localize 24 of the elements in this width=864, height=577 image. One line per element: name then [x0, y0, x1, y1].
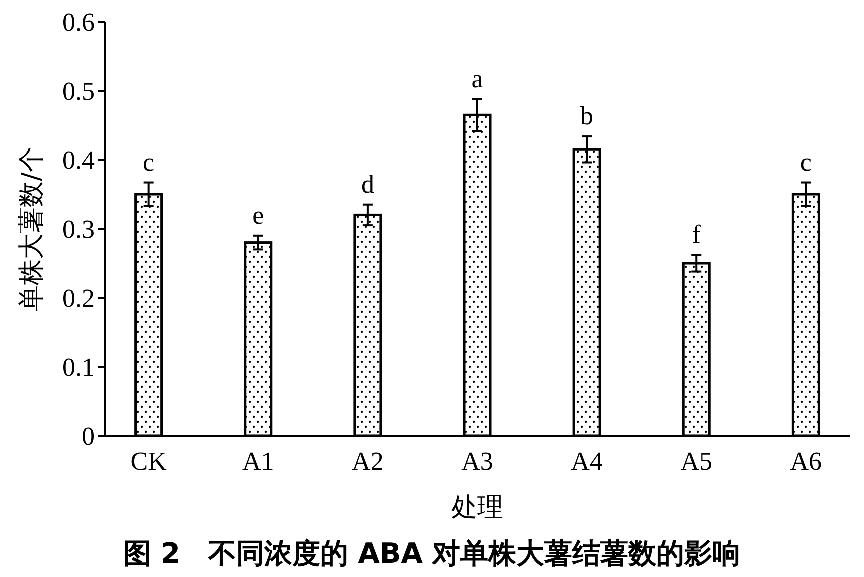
y-tick-label: 0.1: [62, 353, 95, 382]
annotation: b: [580, 102, 594, 131]
y-tick-label: 0.3: [62, 215, 95, 244]
y-axis-title: 单株大薯数/个: [17, 146, 47, 312]
annotation: e: [252, 200, 264, 230]
annotation: c: [143, 148, 155, 177]
text: 图 2 不同浓度的 ABA 对单株大薯结薯数的影响: [123, 537, 741, 570]
x-tick-label: A6: [790, 447, 822, 476]
annotation: a: [472, 64, 484, 94]
annotation: d: [361, 170, 374, 199]
annotation: c: [800, 148, 812, 177]
x-tick-label: A5: [680, 447, 713, 476]
x-tick-label: A4: [571, 447, 603, 476]
x-axis-title: 处理: [452, 493, 504, 523]
annotation: f: [692, 220, 702, 250]
y-tick-label: 0.4: [62, 146, 95, 176]
y-tick-label: 0: [82, 422, 95, 452]
y-tick-label: 0.6: [62, 8, 95, 38]
y-tick-label: 0.5: [62, 77, 95, 106]
x-tick-label: A3: [462, 447, 494, 476]
x-tick-label: A1: [242, 447, 274, 476]
x-tick-label: A2: [352, 447, 384, 476]
x-tick-label: CK: [130, 447, 168, 476]
y-tick-label: 0.2: [62, 284, 95, 314]
